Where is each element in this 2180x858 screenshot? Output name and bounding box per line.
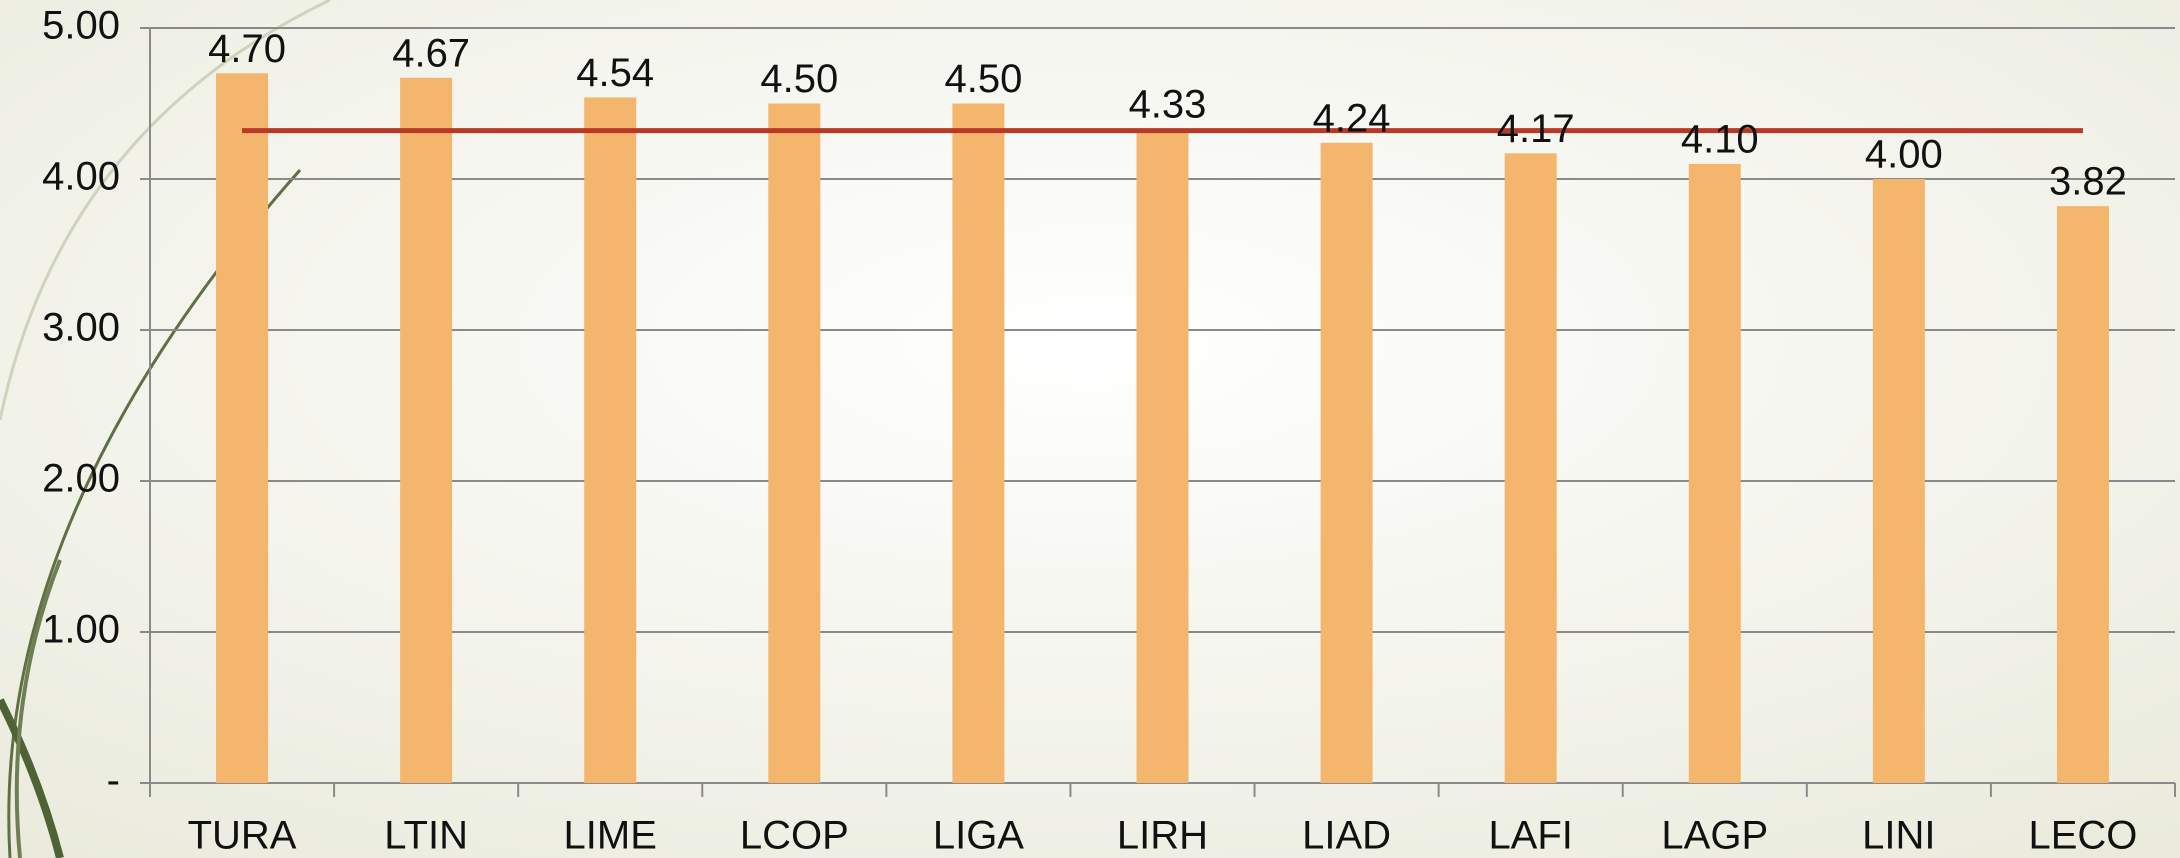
data-label: 4.50 bbox=[944, 57, 1022, 101]
data-label: 4.70 bbox=[208, 27, 286, 71]
data-label: 4.33 bbox=[1129, 83, 1207, 127]
bar bbox=[1321, 143, 1373, 783]
x-tick-label: LINI bbox=[1862, 814, 1935, 858]
y-tick-label: 4.00 bbox=[42, 155, 120, 199]
chart: - 1.00 2.00 3.00 4.00 5.00 TURA LTIN LIME LCOP LIG… bbox=[0, 0, 2180, 858]
data-label: 4.24 bbox=[1313, 96, 1391, 140]
y-tick-label: 2.00 bbox=[42, 457, 120, 501]
y-tick-label: 5.00 bbox=[42, 4, 120, 48]
data-label: 4.54 bbox=[576, 51, 654, 95]
bar bbox=[952, 104, 1004, 784]
bar bbox=[1873, 179, 1925, 783]
data-label: 4.50 bbox=[760, 57, 838, 101]
x-tick-label: LAFI bbox=[1488, 814, 1572, 858]
y-tick-label: 3.00 bbox=[42, 306, 120, 350]
bar bbox=[1689, 164, 1741, 783]
data-label: 4.17 bbox=[1497, 107, 1575, 151]
x-tick-label: LCOP bbox=[740, 814, 849, 858]
bar bbox=[400, 78, 452, 783]
x-tick-label: LECO bbox=[2028, 814, 2137, 858]
x-tick-label: LAGP bbox=[1661, 814, 1768, 858]
bar bbox=[768, 104, 820, 784]
data-label: 3.82 bbox=[2049, 160, 2127, 204]
y-tick-label: 1.00 bbox=[42, 608, 120, 652]
data-label: 4.67 bbox=[392, 31, 470, 75]
data-label: 4.10 bbox=[1681, 117, 1759, 161]
y-tick-label: - bbox=[107, 759, 120, 803]
bar bbox=[2057, 206, 2109, 783]
data-label: 4.00 bbox=[1865, 133, 1943, 177]
x-tick-label: LIME bbox=[564, 814, 657, 858]
bar bbox=[1137, 129, 1189, 783]
bar bbox=[584, 97, 636, 783]
x-tick-label: LTIN bbox=[384, 814, 468, 858]
bar bbox=[1505, 153, 1557, 783]
x-tick-label: LIGA bbox=[933, 814, 1024, 858]
x-tick-label: TURA bbox=[188, 814, 297, 858]
x-tick-label: LIAD bbox=[1302, 814, 1391, 858]
bar bbox=[216, 73, 268, 783]
x-tick-label: LIRH bbox=[1117, 814, 1208, 858]
